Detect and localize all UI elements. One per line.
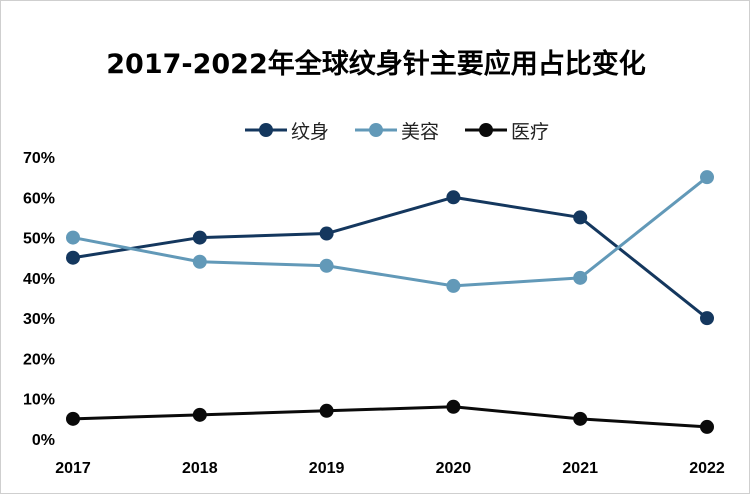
data-point	[573, 210, 588, 225]
y-tick-label: 10%	[23, 392, 55, 409]
data-point	[319, 226, 334, 241]
data-point	[66, 411, 80, 426]
data-point	[700, 170, 714, 185]
series-line-2	[72, 405, 708, 429]
y-tick-label: 40%	[23, 271, 55, 288]
legend-swatch-tattoo	[245, 123, 287, 137]
legend-label-medical: 医疗	[511, 120, 550, 143]
data-point	[192, 407, 207, 422]
data-point	[446, 278, 461, 293]
y-tick-label: 70%	[23, 150, 55, 167]
chart-title: 2017-2022年全球纹身针主要应用占比变化	[106, 49, 646, 80]
legend: 纹身 美容 医疗	[0, 116, 752, 144]
legend-item-tattoo: 纹身	[245, 116, 329, 144]
data-point	[192, 230, 207, 245]
data-point	[66, 230, 80, 245]
data-point	[66, 250, 80, 265]
data-point	[319, 403, 334, 418]
x-tick-label: 2019	[309, 460, 345, 477]
legend-swatch-medical	[465, 123, 507, 137]
data-point	[319, 258, 334, 273]
x-tick-label: 2018	[182, 460, 218, 477]
data-point	[573, 270, 588, 285]
data-point	[446, 399, 461, 414]
x-tick-label: 2022	[689, 460, 725, 477]
x-tick-label: 2020	[436, 460, 472, 477]
data-point	[573, 411, 588, 426]
legend-swatch-beauty	[355, 123, 397, 137]
x-tick-label: 2017	[55, 460, 91, 477]
data-point	[700, 311, 714, 326]
series-line-1	[72, 175, 708, 288]
y-tick-label: 60%	[23, 190, 55, 207]
data-point	[700, 419, 714, 434]
y-tick-label: 50%	[23, 231, 55, 248]
legend-label-tattoo: 纹身	[291, 120, 330, 143]
legend-item-beauty: 美容	[355, 116, 439, 144]
x-tick-label: 2021	[562, 460, 598, 477]
legend-item-medical: 医疗	[465, 116, 549, 144]
y-tick-label: 30%	[23, 311, 55, 328]
y-tick-label: 20%	[23, 351, 55, 368]
legend-label-beauty: 美容	[401, 120, 440, 143]
y-tick-label: 0%	[32, 432, 55, 449]
data-point	[192, 254, 207, 269]
data-point	[446, 190, 461, 205]
series-line-0	[72, 195, 708, 320]
